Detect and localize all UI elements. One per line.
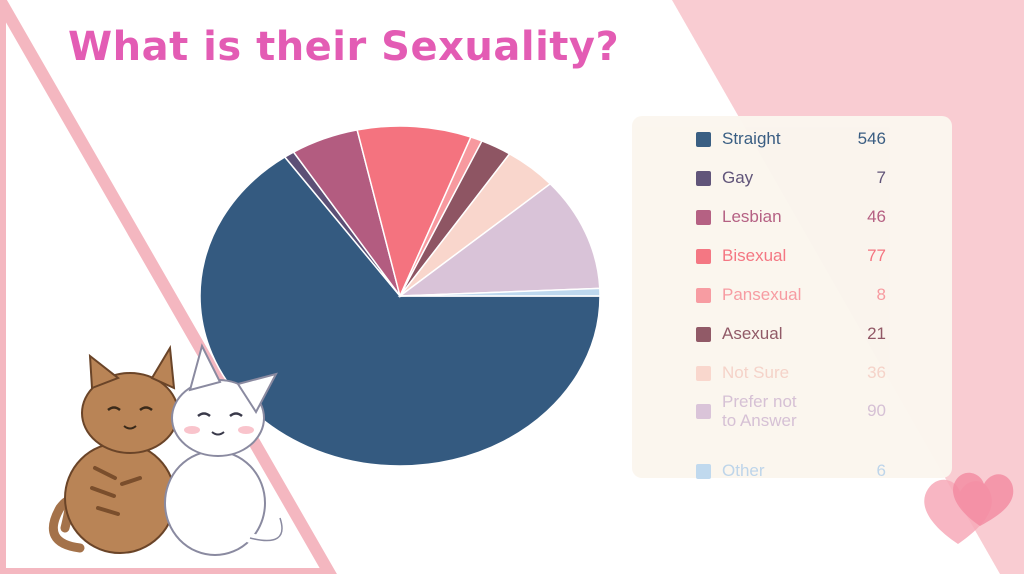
legend-value: 8 — [876, 285, 886, 304]
heart-icon — [924, 472, 1014, 544]
cat-illustration — [48, 343, 287, 556]
legend-swatch — [696, 288, 711, 303]
pie-slice-other — [399, 287, 601, 297]
legend-swatch — [696, 171, 711, 186]
legend-swatch — [696, 404, 711, 419]
pie-slice-bisexual — [356, 125, 472, 299]
legend-label: Straight — [722, 129, 781, 148]
legend-label: Gay — [722, 168, 754, 187]
legend-value: 546 — [857, 129, 886, 148]
chart-legend: Straight 546 Gay 7 Lesbian 46 Bisexual 77 Pansex… — [632, 116, 952, 480]
pie-slice-prefer-not-to-answer — [397, 182, 601, 297]
legend-label: Asexual — [722, 324, 783, 343]
legend-value: 46 — [867, 207, 886, 226]
legend-value: 21 — [867, 324, 886, 343]
legend-label: Bisexual — [722, 246, 787, 265]
legend-label: Prefer not to Answer — [722, 392, 797, 430]
legend-label: Other — [722, 461, 765, 480]
legend-value: 77 — [867, 246, 886, 265]
legend-value: 6 — [876, 461, 886, 480]
legend-label: Lesbian — [722, 207, 782, 226]
legend-value: 36 — [867, 363, 886, 382]
legend-swatch — [696, 464, 711, 479]
legend-value: 7 — [876, 168, 886, 187]
legend-swatch — [696, 327, 711, 342]
legend-label: Pansexual — [722, 285, 802, 304]
pie-slice-straight — [199, 156, 601, 467]
pink-triangle-outline — [0, 0, 337, 574]
pie-chart — [199, 125, 601, 467]
page-title: What is their Sexuality? — [68, 24, 620, 70]
legend-swatch — [696, 249, 711, 264]
legend-swatch — [696, 210, 711, 225]
legend-swatch — [696, 366, 711, 381]
legend-label: Not Sure — [722, 363, 790, 382]
legend-swatch — [696, 132, 711, 147]
legend-value: 90 — [867, 401, 886, 420]
